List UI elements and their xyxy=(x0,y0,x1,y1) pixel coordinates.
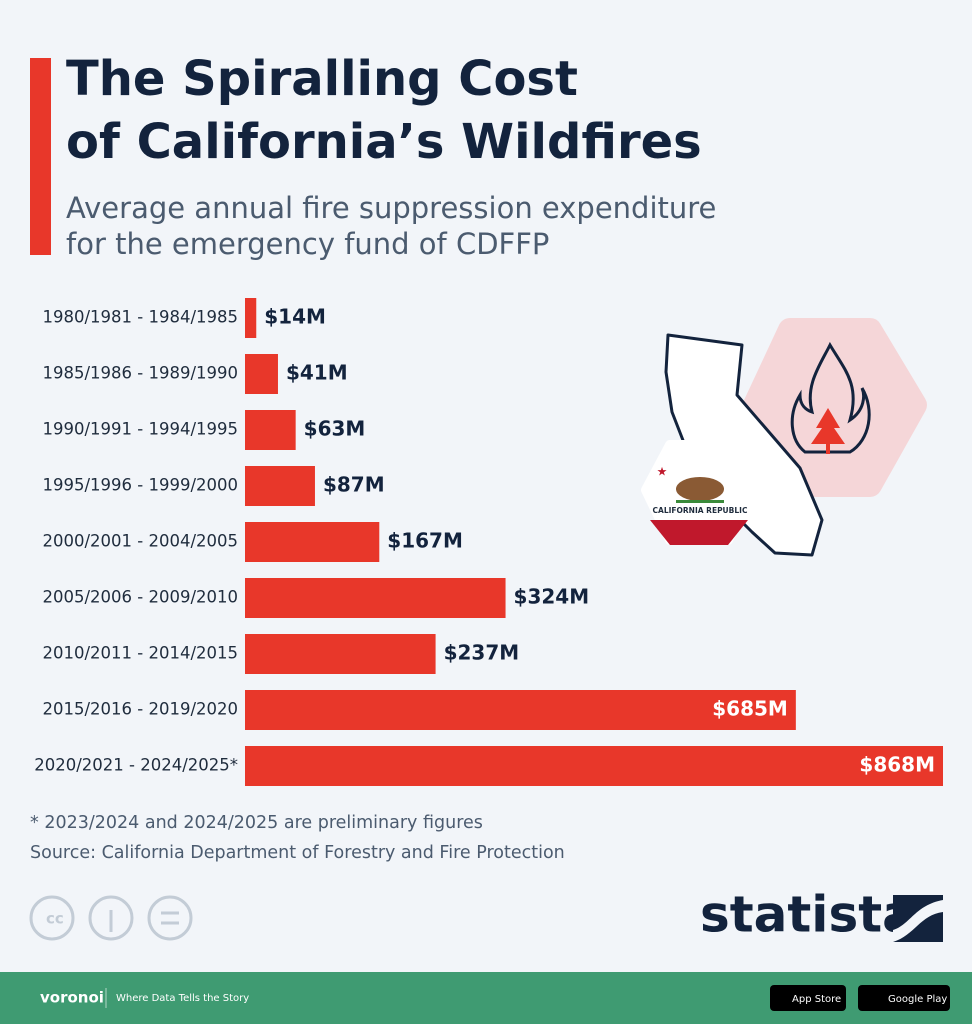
by-icon xyxy=(88,895,134,941)
star: ★ xyxy=(657,465,668,479)
value-label: $63M xyxy=(304,417,366,441)
bar xyxy=(245,298,257,338)
value-label: $868M xyxy=(859,753,935,777)
bear xyxy=(676,477,724,501)
google-play-badge[interactable] xyxy=(858,985,950,1011)
value-label: $87M xyxy=(323,473,385,497)
category-label: 1980/1981 - 1984/1985 xyxy=(42,308,238,327)
footnote: * 2023/2024 and 2024/2025 are preliminar… xyxy=(30,813,483,833)
flag-stripe xyxy=(650,520,748,545)
bar xyxy=(245,634,436,674)
bar xyxy=(245,522,380,562)
app-store-text[interactable]: App Store xyxy=(792,994,841,1005)
bar xyxy=(245,354,278,394)
title-line: of California’s Wildfires xyxy=(66,114,702,170)
fire-badge xyxy=(743,318,927,497)
nd-icon xyxy=(147,895,193,941)
value-label: $167M xyxy=(387,529,463,553)
category-label: 2000/2001 - 2004/2005 xyxy=(42,532,238,551)
bar xyxy=(245,578,506,618)
illustration: ★ CALIFORNIA REPUBLIC xyxy=(641,318,927,557)
bar xyxy=(245,466,315,506)
subtitle-line: for the emergency fund of CDFFP xyxy=(66,227,549,261)
statista-wave xyxy=(893,900,943,942)
app-store-badge[interactable] xyxy=(770,985,846,1011)
grass xyxy=(676,500,724,503)
value-label: $41M xyxy=(286,361,348,385)
accent-bar xyxy=(30,58,51,255)
license-icons xyxy=(29,895,193,941)
category-label: 2020/2021 - 2024/2025* xyxy=(34,756,238,775)
flag-text: CALIFORNIA REPUBLIC xyxy=(653,506,748,515)
value-label: $685M xyxy=(712,697,788,721)
value-label: $14M xyxy=(264,305,326,329)
tree-icon xyxy=(811,408,845,444)
subtitle-line: Average annual fire suppression expendit… xyxy=(66,191,716,225)
tagline: Where Data Tells the Story xyxy=(116,993,249,1004)
title-line: The Spiralling Cost xyxy=(66,51,578,107)
value-label: $324M xyxy=(514,585,590,609)
bar xyxy=(245,410,296,450)
value-label: $237M xyxy=(444,641,520,665)
source: Source: California Department of Forestr… xyxy=(30,843,565,863)
category-label: 1990/1991 - 1994/1995 xyxy=(42,420,238,439)
bar xyxy=(245,690,796,730)
flame-icon xyxy=(790,341,871,454)
category-label: 2010/2011 - 2014/2015 xyxy=(42,644,238,663)
google-play-text[interactable]: Google Play xyxy=(888,994,947,1005)
cc-text: cc xyxy=(46,910,64,928)
category-label: 2015/2016 - 2019/2020 xyxy=(42,700,238,719)
cc-icon xyxy=(29,895,75,941)
category-label: 2005/2006 - 2009/2010 xyxy=(42,588,238,607)
california-outline xyxy=(664,333,824,557)
tree-trunk xyxy=(826,444,830,454)
bar xyxy=(245,746,943,786)
statista-logo: statista xyxy=(700,886,916,944)
voronoi-logo: voronoi xyxy=(40,989,104,1007)
category-label: 1995/1996 - 1999/2000 xyxy=(42,476,238,495)
category-label: 1985/1986 - 1989/1990 xyxy=(42,364,238,383)
